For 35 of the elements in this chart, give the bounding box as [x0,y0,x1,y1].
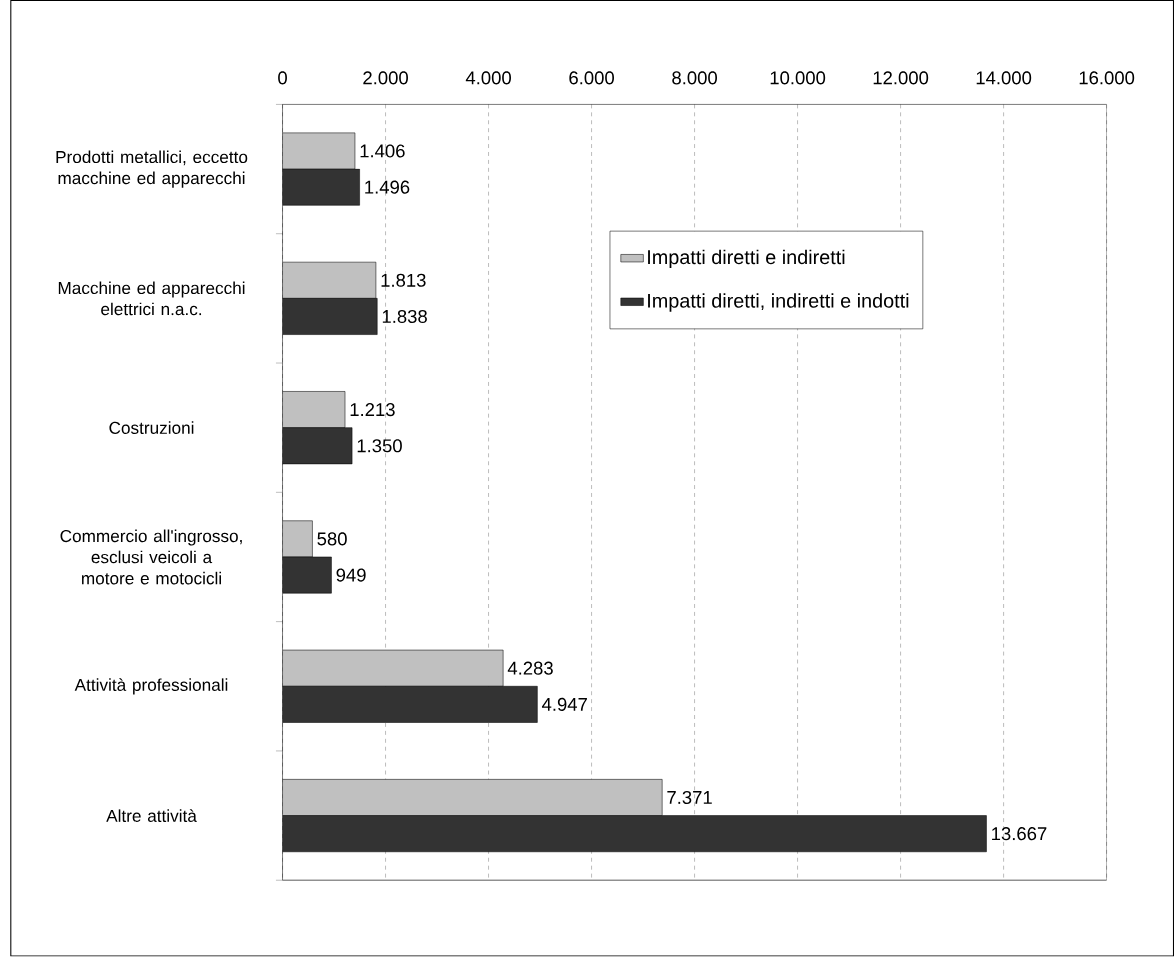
data-label: 580 [317,532,347,546]
bar [282,132,356,170]
data-label: 4.947 [541,698,587,712]
y-tick-label: Prodotti metallici, eccetto macchine ed apparecchi [56,150,248,188]
y-tick-label: Attività professionali [74,678,228,695]
y-tick-label: Altre attività [106,809,197,823]
data-label: 1.813 [381,273,426,288]
data-label: 1.496 [365,180,410,194]
y-tick-label: Macchine ed apparecchi elettrici n.a.c. [58,281,245,316]
x-tick-label: 14.000 [976,71,1032,85]
data-label: 7.371 [667,791,712,805]
x-tick-label: 16.000 [1079,71,1135,85]
x-tick-label: 10.000 [770,71,826,85]
data-label: 1.213 [350,403,395,417]
data-label: 1.406 [360,144,405,158]
legend-label: Impatti diretti e indiretti [648,249,845,269]
data-label: 4.283 [507,661,553,675]
bar [282,650,504,687]
x-tick-label: 12.000 [873,71,929,85]
x-tick-label: 0 [278,71,287,85]
y-tick-label: Costruzioni [109,421,194,435]
bar [282,262,377,299]
data-label: 1.838 [382,310,427,324]
data-label: 13.667 [992,827,1047,841]
data-label: 949 [336,568,366,582]
x-tick-label: 2.000 [363,71,408,85]
bar [282,520,313,558]
data-label: 1.350 [357,439,402,453]
x-tick-label: 6.000 [569,71,614,85]
bar [282,779,663,817]
x-tick-label: 4.000 [465,71,511,85]
x-tick-label: 8.000 [672,71,718,85]
bar [282,391,346,429]
legend-label: Impatti diretti, indiretti e indotti [648,293,909,312]
y-tick-label: Commercio all'ingrosso, esclusi veicoli a motore e motocicli [60,529,242,585]
